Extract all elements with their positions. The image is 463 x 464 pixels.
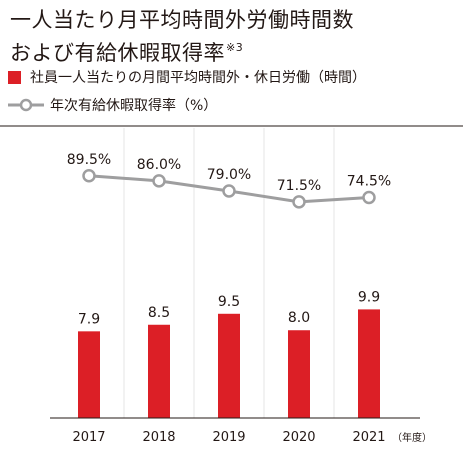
rate-point-2018: [152, 174, 166, 188]
rate-value-label: 79.0%: [207, 167, 251, 183]
x-tick-label: 2019: [212, 430, 245, 445]
rate-point-2017: [82, 169, 96, 183]
rate-value-label: 89.5%: [67, 152, 111, 168]
title-line-2-text: および有給休暇取得率: [10, 41, 225, 65]
rate-value-label: 71.5%: [277, 178, 321, 194]
bar-value-label: 7.9: [78, 311, 100, 327]
legend-bar-swatch: [8, 70, 21, 84]
bar-value-label: 9.5: [218, 294, 240, 310]
legend-item-line: 年次有給休暇取得率（%）: [8, 95, 217, 115]
rate-value-label: 74.5%: [347, 174, 391, 190]
bar-2020: [288, 330, 310, 418]
chart-title: 一人当たり月平均時間外労働時間数 および有給休暇取得率※3: [10, 7, 354, 67]
legend-line-label: 年次有給休暇取得率（%）: [50, 98, 218, 114]
rate-value-label: 86.0%: [137, 157, 181, 173]
title-footnote-mark: ※3: [226, 41, 244, 54]
rate-point-2020: [292, 195, 306, 209]
x-tick-labels: 2017 2018 2019 2020 2021 （年度）: [72, 430, 432, 445]
x-tick-label: 2018: [142, 430, 175, 445]
bar-value-label: 8.5: [148, 305, 170, 321]
bar-2019: [218, 313, 240, 418]
bar-2017: [78, 331, 100, 418]
bar-value-label: 8.0: [288, 310, 310, 326]
legend-item-bar: 社員一人当たりの月間平均時間外・休日労働（時間）: [8, 67, 366, 87]
legend-line-swatch: [8, 98, 44, 112]
rate-point-2021: [362, 190, 376, 205]
vertical-separators: [123, 128, 335, 418]
x-tick-label: 2020: [282, 430, 315, 445]
rate-point-2019: [222, 184, 236, 198]
x-tick-label: 2017: [72, 430, 105, 445]
x-axis-unit: （年度）: [392, 431, 432, 444]
bar-2021: [358, 309, 380, 418]
bar-series: 7.9 8.5 9.5 8.0 9.9: [78, 289, 380, 418]
x-tick-label: 2021: [352, 430, 385, 445]
title-line-2: および有給休暇取得率※3: [10, 34, 354, 67]
line-series: 89.5% 86.0% 79.0% 71.5% 74.5%: [67, 152, 391, 209]
title-line-1: 一人当たり月平均時間外労働時間数: [10, 8, 354, 32]
bar-value-label: 9.9: [358, 289, 380, 305]
bar-2018: [148, 324, 170, 418]
legend-bar-label: 社員一人当たりの月間平均時間外・休日労働（時間）: [30, 70, 366, 86]
